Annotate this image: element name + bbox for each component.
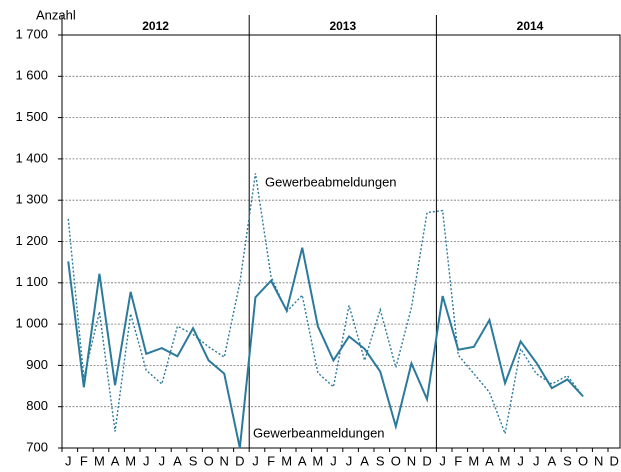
- x-tick-label: J: [330, 453, 337, 468]
- series-annotation: Gewerbeanmeldungen: [253, 425, 385, 440]
- x-tick-label: M: [500, 453, 511, 468]
- x-tick-label: M: [125, 453, 136, 468]
- plot-frame: [61, 34, 621, 449]
- y-tick-label: 1 500: [15, 109, 48, 124]
- x-tick-label: N: [220, 453, 229, 468]
- y-tick-label: 1 300: [15, 192, 48, 207]
- x-tick-label: A: [173, 453, 182, 468]
- x-tick-label: M: [468, 453, 479, 468]
- x-tick-label: S: [189, 453, 198, 468]
- x-tick-label: A: [485, 453, 494, 468]
- x-tick-label: F: [80, 453, 88, 468]
- y-tick-label: 800: [26, 398, 48, 413]
- x-tick-label: M: [94, 453, 105, 468]
- series-annotation: Gewerbeabmeldungen: [265, 174, 397, 189]
- x-tick-label: J: [159, 453, 166, 468]
- x-tick-label: A: [360, 453, 369, 468]
- x-tick-label: O: [578, 453, 588, 468]
- x-tick-label: N: [407, 453, 416, 468]
- x-tick-label: A: [111, 453, 120, 468]
- x-tick-label: M: [312, 453, 323, 468]
- y-tick-label: 1 400: [15, 150, 48, 165]
- series-line: [67, 173, 584, 437]
- y-tick-label: 900: [26, 357, 48, 372]
- x-tick-label: J: [65, 453, 72, 468]
- x-tick-label: J: [439, 453, 446, 468]
- x-tick-label: A: [548, 453, 557, 468]
- x-tick-label: J: [533, 453, 540, 468]
- x-tick-label: D: [235, 453, 244, 468]
- y-tick-label: 1 100: [15, 274, 48, 289]
- x-tick-label: S: [376, 453, 385, 468]
- x-tick-label: D: [610, 453, 619, 468]
- x-tick-label: J: [517, 453, 524, 468]
- y-axis-label: Anzahl: [36, 7, 76, 22]
- year-label: 2013: [329, 19, 356, 33]
- x-tick-label: J: [143, 453, 150, 468]
- x-tick-label: J: [346, 453, 353, 468]
- y-tick-label: 700: [26, 439, 48, 454]
- x-tick-label: M: [281, 453, 292, 468]
- y-tick-label: 1 700: [15, 26, 48, 41]
- series-line: [67, 247, 584, 449]
- x-tick-label: A: [298, 453, 307, 468]
- y-tick-label: 1 600: [15, 68, 48, 83]
- x-tick-label: J: [252, 453, 259, 468]
- year-label: 2014: [517, 19, 544, 33]
- x-tick-label: F: [267, 453, 275, 468]
- x-tick-label: O: [204, 453, 214, 468]
- x-tick-label: N: [594, 453, 603, 468]
- x-tick-label: F: [454, 453, 462, 468]
- year-label: 2012: [142, 19, 169, 33]
- y-tick-label: 1 000: [15, 316, 48, 331]
- x-tick-label: S: [563, 453, 572, 468]
- y-tick-label: 1 200: [15, 233, 48, 248]
- x-tick-label: O: [391, 453, 401, 468]
- x-tick-label: D: [422, 453, 431, 468]
